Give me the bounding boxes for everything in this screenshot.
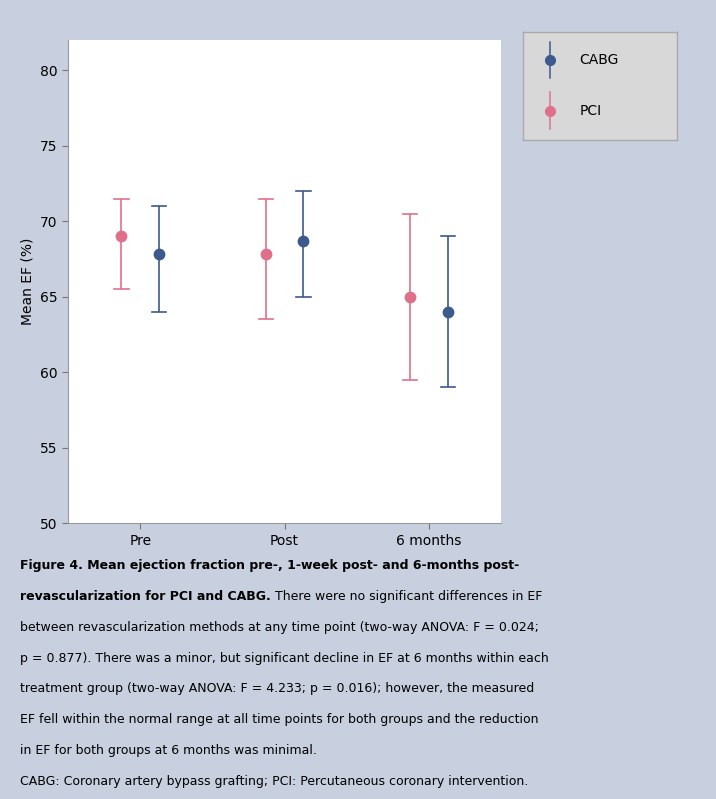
Text: PCI: PCI xyxy=(580,104,601,117)
Text: There were no significant differences in EF: There were no significant differences in… xyxy=(271,590,542,602)
Text: in EF for both groups at 6 months was minimal.: in EF for both groups at 6 months was mi… xyxy=(20,745,317,757)
Y-axis label: Mean EF (%): Mean EF (%) xyxy=(21,238,34,325)
Text: CABG: Coronary artery bypass grafting; PCI: Percutaneous coronary intervention.: CABG: Coronary artery bypass grafting; P… xyxy=(20,775,528,789)
Text: between revascularization methods at any time point (two-way ANOVA: F = 0.024;: between revascularization methods at any… xyxy=(20,621,539,634)
Text: revascularization for PCI and CABG.: revascularization for PCI and CABG. xyxy=(20,590,271,602)
Text: p = 0.877). There was a minor, but significant decline in EF at 6 months within : p = 0.877). There was a minor, but signi… xyxy=(20,651,548,665)
Text: EF fell within the normal range at all time points for both groups and the reduc: EF fell within the normal range at all t… xyxy=(20,714,538,726)
Text: Figure 4. Mean ejection fraction pre-, 1-week post- and 6-months post-: Figure 4. Mean ejection fraction pre-, 1… xyxy=(20,559,519,571)
Text: treatment group (two-way ANOVA: F = 4.233; p = 0.016); however, the measured: treatment group (two-way ANOVA: F = 4.23… xyxy=(20,682,534,695)
Text: CABG: CABG xyxy=(580,53,619,67)
